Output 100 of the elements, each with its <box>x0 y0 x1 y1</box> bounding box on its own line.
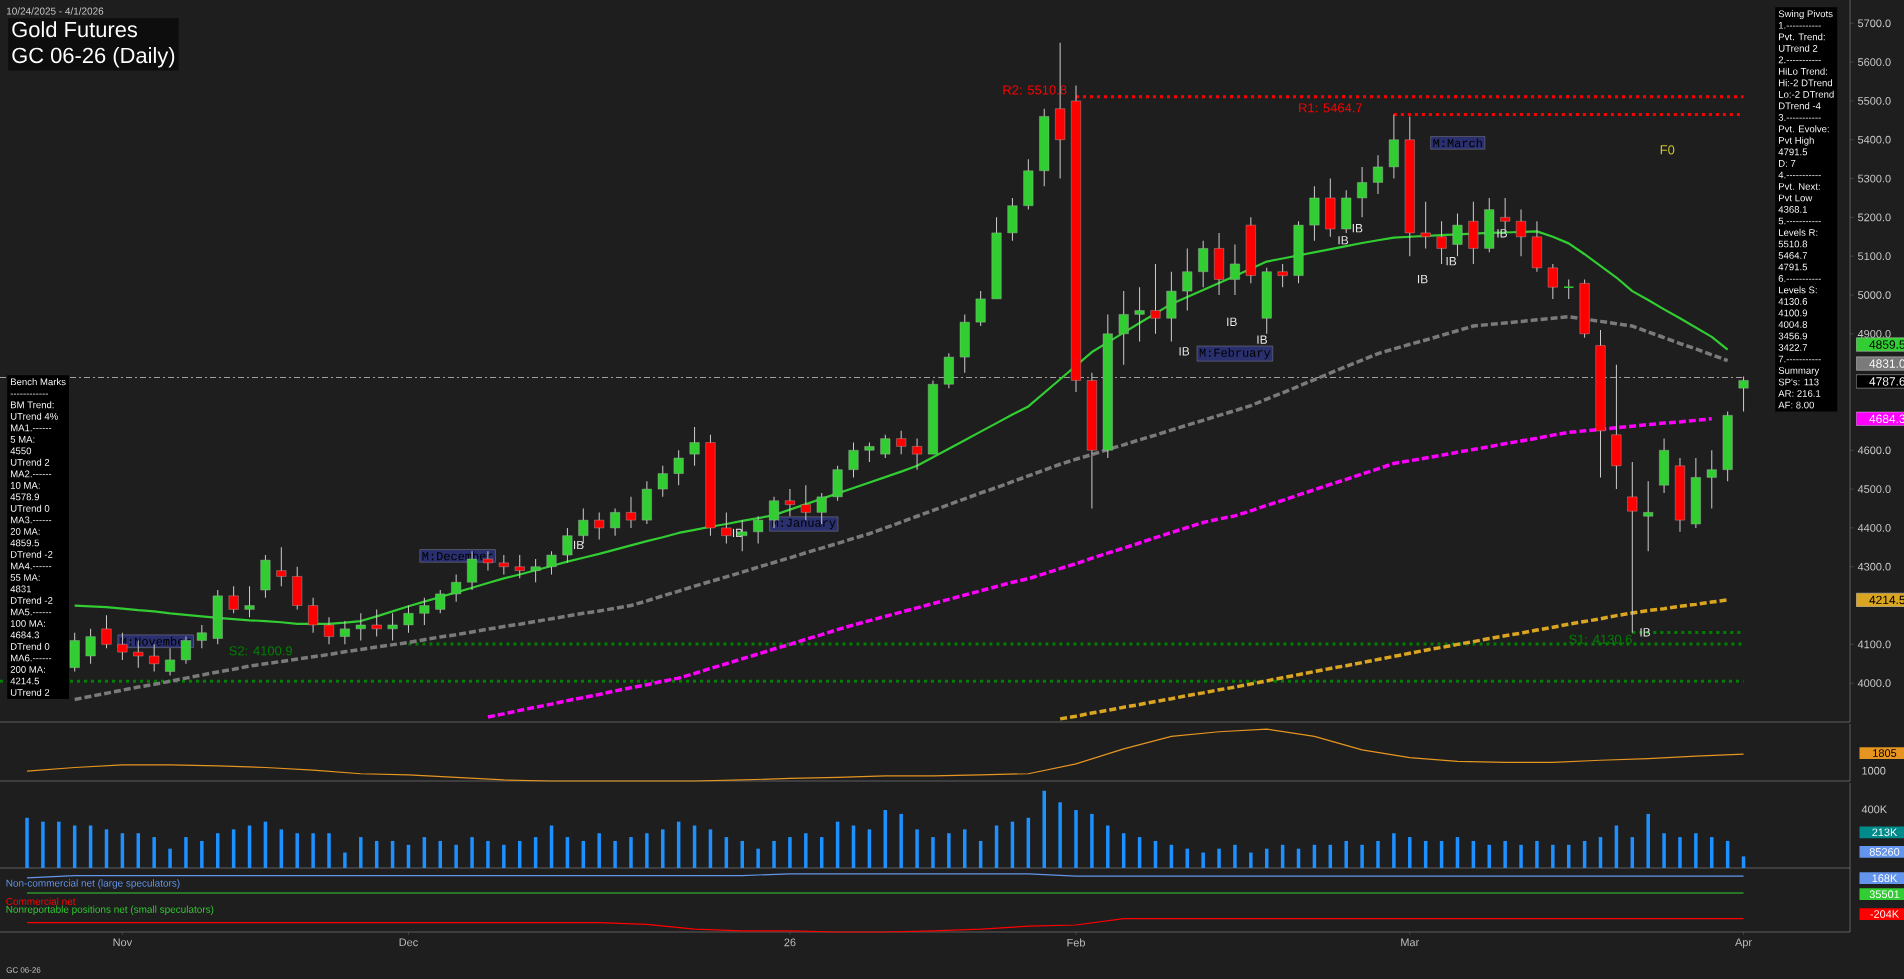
annotation: 200 MA: <box>10 666 45 673</box>
candlestick <box>1198 240 1209 288</box>
candlestick <box>498 554 509 575</box>
candlestick <box>1134 286 1145 343</box>
annotation: MA6.------ <box>10 654 52 662</box>
text: -204K <box>1870 910 1899 918</box>
bar <box>184 837 188 868</box>
candlestick <box>1516 209 1527 257</box>
bar <box>57 821 61 868</box>
text: 3422.7 <box>1778 344 1808 351</box>
y-tick-label: 5200.0 <box>1858 213 1891 222</box>
bar <box>1710 837 1714 868</box>
annotation: MA4.------ <box>10 562 52 570</box>
text: Summary <box>1778 367 1820 376</box>
candlestick <box>244 585 255 618</box>
annotation: 4550 <box>10 447 32 455</box>
y-tick-label: 5700.0 <box>1858 19 1891 28</box>
text: Pvt High <box>1779 136 1814 146</box>
candlestick <box>721 511 732 544</box>
candlestick <box>1229 244 1240 296</box>
annotation: IB <box>1227 317 1237 326</box>
annotation: 4214.5 <box>10 677 40 685</box>
bar <box>645 833 649 868</box>
x-tick-label: Nov <box>113 938 133 947</box>
bar <box>947 833 951 868</box>
annotation: IB <box>574 540 584 550</box>
bar <box>804 833 808 868</box>
bar <box>740 840 744 868</box>
candlestick <box>196 624 207 649</box>
text: 1000 <box>1862 766 1886 775</box>
annotation: IB <box>1352 224 1363 233</box>
annotation: UTrend 0 <box>10 504 50 512</box>
text: Pvt Low <box>1779 194 1813 202</box>
text: 4130.6 <box>1778 298 1808 305</box>
bar <box>311 833 315 868</box>
bar <box>152 837 156 868</box>
text: 4100.9 <box>1778 309 1808 317</box>
candlestick <box>165 647 176 676</box>
annotation: IB <box>1417 274 1428 284</box>
bar <box>613 840 617 868</box>
candlestick <box>371 608 382 638</box>
y-tick-label: 5100.0 <box>1858 252 1891 261</box>
y-tick-label: 5300.0 <box>1858 174 1891 183</box>
text: UTrend 2 <box>1778 44 1818 52</box>
bar <box>1344 840 1348 868</box>
bar <box>1217 848 1221 868</box>
ref-line-label: R1: 5464.7 <box>1299 103 1362 113</box>
text: 4004.8 <box>1778 321 1808 328</box>
bar <box>1551 844 1555 868</box>
annotation: IB <box>1640 628 1651 637</box>
annotation: 55 MA: <box>10 574 40 581</box>
annotation: ------------ <box>10 393 48 395</box>
candlestick <box>1150 263 1161 335</box>
candlestick <box>1706 449 1717 509</box>
bar <box>1392 833 1396 868</box>
candlestick <box>324 616 334 645</box>
candlestick <box>101 614 112 649</box>
annotation: IB <box>1497 229 1507 238</box>
text: SP's: 113 <box>1778 378 1819 386</box>
bar <box>661 829 665 868</box>
candlestick <box>276 546 287 587</box>
candlestick <box>657 465 668 498</box>
candlestick <box>1373 154 1383 195</box>
annotation: 5 MA: <box>10 436 35 443</box>
bar <box>200 840 204 868</box>
candlestick <box>228 585 239 614</box>
y-tick-label: 5600.0 <box>1858 58 1891 66</box>
annotation: 10 MA: <box>10 482 40 489</box>
text: Levels S: <box>1779 286 1817 294</box>
annotation: IB <box>1338 236 1349 245</box>
candlestick <box>85 628 96 665</box>
candlestick <box>753 515 764 544</box>
x-tick-label: Apr <box>1735 938 1752 949</box>
candlestick <box>975 290 986 327</box>
text: GC 06-26 (Daily) <box>12 47 175 68</box>
text: 3.----------- <box>1778 114 1821 121</box>
bar <box>502 844 506 868</box>
text: Gold Futures <box>12 21 138 38</box>
annotation: M:February <box>1199 348 1271 360</box>
text: 1805 <box>1873 749 1897 757</box>
annotation: DTrend -2 <box>10 596 53 604</box>
bar <box>41 821 45 868</box>
bar <box>1503 840 1507 868</box>
text: 5464.7 <box>1778 252 1808 259</box>
annotation: IB <box>1179 347 1190 356</box>
bar <box>915 829 919 868</box>
bar <box>1201 852 1205 868</box>
text: DTrend -4 <box>1779 102 1821 110</box>
candlestick <box>880 434 891 459</box>
candlestick <box>1182 247 1193 312</box>
text: 4.----------- <box>1778 171 1821 179</box>
text: Pvt. Trend: <box>1779 33 1825 41</box>
y-tick-label: 5500.0 <box>1858 97 1891 105</box>
candlestick <box>610 507 621 537</box>
text: 4791.5 <box>1778 263 1808 271</box>
annotation: 4684.3 <box>10 631 40 639</box>
ref-line-label: R2: 5510.8 <box>1003 85 1067 95</box>
candlestick <box>864 442 875 463</box>
candlestick <box>530 558 541 583</box>
candlestick <box>1738 376 1749 412</box>
